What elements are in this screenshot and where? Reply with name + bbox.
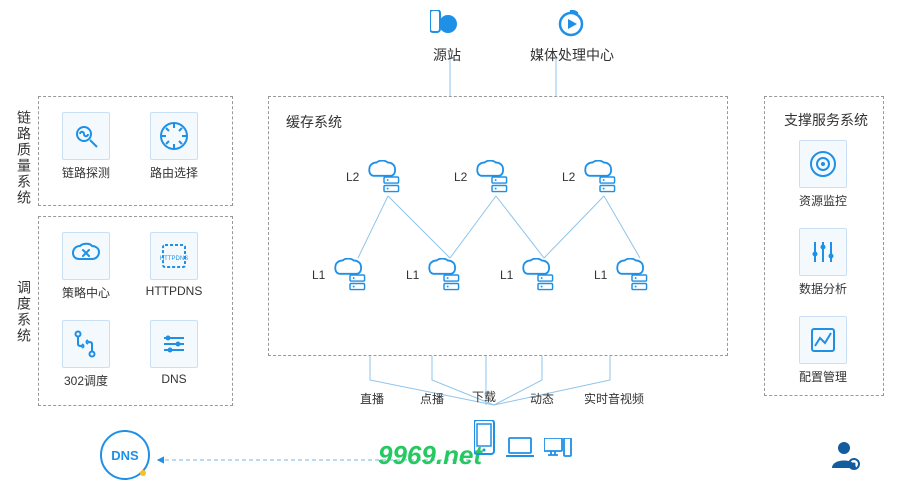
httpdns-icon: [150, 232, 198, 280]
server-icon: [517, 258, 559, 292]
route-icon: [150, 112, 198, 160]
cache-title: 缓存系统: [286, 112, 342, 132]
cache-l2-node: L2: [454, 160, 513, 194]
cache-node-label: L1: [500, 268, 513, 282]
user-icon: [830, 440, 864, 474]
support-item-analysis: 数据分析: [793, 228, 853, 297]
origin-node: 源站: [430, 10, 464, 65]
cache-l1-node: L1: [312, 258, 371, 292]
dispatch-item-label: 策略中心: [56, 284, 116, 301]
dispatch-item-policy: 策略中心: [56, 232, 116, 301]
cache-node-label: L2: [346, 170, 359, 184]
support-item-label: 资源监控: [793, 192, 853, 209]
link-quality-title: 链路质量系统: [14, 110, 34, 206]
desktop-icon: [544, 438, 574, 460]
dispatch-item-dns: DNS: [144, 320, 204, 386]
support-item-label: 配置管理: [793, 368, 853, 385]
dispatch-item-httpdns: HTTPDNS: [144, 232, 204, 298]
link-quality-item-label: 路由选择: [144, 164, 204, 181]
dispatch-item-d302: 302调度: [56, 320, 116, 389]
cache-l1-node: L1: [594, 258, 653, 292]
d302-icon: [62, 320, 110, 368]
server-icon: [611, 258, 653, 292]
cache-l2-node: L2: [562, 160, 621, 194]
media-center-node: 媒体处理中心: [530, 10, 614, 65]
origin-icon: [430, 10, 464, 40]
monitor-icon: [799, 140, 847, 188]
cache-output-label: 动态: [530, 390, 554, 407]
origin-label: 源站: [430, 45, 464, 65]
client-devices: [474, 420, 574, 460]
cache-node-label: L2: [454, 170, 467, 184]
link-quality-item-label: 链路探测: [56, 164, 116, 181]
support-title: 支撑服务系统: [784, 110, 868, 130]
server-icon: [579, 160, 621, 194]
media-icon: [557, 10, 587, 40]
cache-node-label: L1: [406, 268, 419, 282]
cache-node-label: L1: [312, 268, 325, 282]
config-icon: [799, 316, 847, 364]
cache-output-label: 下载: [472, 388, 496, 405]
laptop-icon: [506, 436, 536, 460]
dns-bottom-node: DNS: [100, 430, 150, 480]
cache-output-label: 实时音视频: [584, 390, 644, 407]
link-quality-item-route: 路由选择: [144, 112, 204, 181]
cache-l1-node: L1: [406, 258, 465, 292]
dispatch-item-label: HTTPDNS: [144, 284, 204, 298]
link-quality-item-detect: 链路探测: [56, 112, 116, 181]
cache-output-label: 直播: [360, 390, 384, 407]
cache-output-label: 点播: [420, 390, 444, 407]
cache-node-label: L1: [594, 268, 607, 282]
server-icon: [471, 160, 513, 194]
dns-bottom-label: DNS: [111, 448, 138, 463]
cache-l1-node: L1: [500, 258, 559, 292]
server-icon: [329, 258, 371, 292]
detect-icon: [62, 112, 110, 160]
server-icon: [363, 160, 405, 194]
phone-icon: [474, 420, 498, 460]
dns-icon: [150, 320, 198, 368]
cache-l2-node: L2: [346, 160, 405, 194]
analysis-icon: [799, 228, 847, 276]
dispatch-item-label: DNS: [144, 372, 204, 386]
support-item-label: 数据分析: [793, 280, 853, 297]
support-item-monitor: 资源监控: [793, 140, 853, 209]
watermark-text: 9969.net: [378, 440, 482, 471]
cache-node-label: L2: [562, 170, 575, 184]
server-icon: [423, 258, 465, 292]
dispatch-item-label: 302调度: [56, 372, 116, 389]
policy-icon: [62, 232, 110, 280]
support-item-config: 配置管理: [793, 316, 853, 385]
dispatch-title: 调度系统: [14, 280, 34, 344]
cache-box: [268, 96, 728, 356]
media-label: 媒体处理中心: [530, 45, 614, 65]
